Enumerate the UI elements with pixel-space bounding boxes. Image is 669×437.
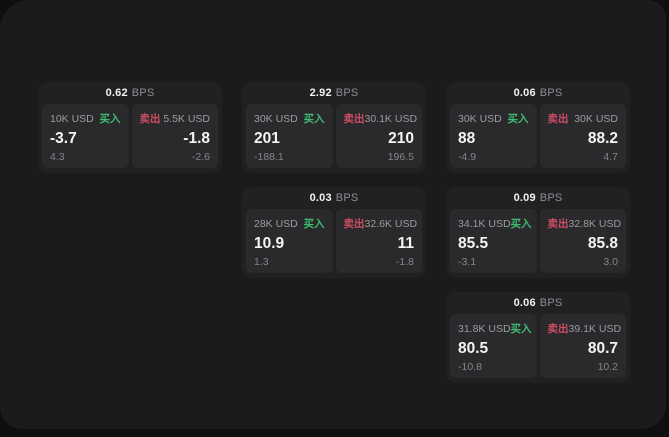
- buy-quote-panel[interactable]: 28K USD 买入 10.9 1.3: [246, 209, 333, 273]
- quote-panels: 28K USD 买入 10.9 1.3 卖出 32.6K USD 11 -1.8: [246, 209, 422, 273]
- buy-size-label: 30K USD: [458, 112, 502, 125]
- buy-size-label: 10K USD: [50, 112, 94, 125]
- buy-side-button[interactable]: 买入: [510, 323, 532, 335]
- bps-value: 2.92: [309, 87, 332, 99]
- buy-side-button[interactable]: 买入: [510, 218, 532, 230]
- cards-grid: 0.62 BPS 10K USD 买入 -3.7 4.3 卖出 5.5K USD…: [38, 82, 630, 383]
- buy-size-label: 34.1K USD: [458, 217, 511, 230]
- card-header: 0.03 BPS: [246, 187, 422, 209]
- card-header: 2.92 BPS: [246, 82, 422, 104]
- sell-size-label: 30.1K USD: [364, 112, 418, 125]
- sell-sub-value: 3.0: [603, 255, 618, 268]
- bps-unit-label: BPS: [539, 192, 563, 204]
- quote-board-window: 0.62 BPS 10K USD 买入 -3.7 4.3 卖出 5.5K USD…: [0, 0, 666, 429]
- bps-value: 0.62: [105, 87, 128, 99]
- sell-side-button[interactable]: 卖出: [343, 113, 365, 125]
- buy-price-value: -3.7: [50, 130, 77, 147]
- sell-side-button[interactable]: 卖出: [547, 218, 569, 230]
- buy-price-value: 10.9: [254, 235, 285, 252]
- sell-sub-value: 4.7: [603, 150, 618, 163]
- buy-sub-value: -10.8: [458, 360, 482, 373]
- quote-card: 0.06 BPS 30K USD 买入 88 -4.9 卖出 30K USD 8…: [446, 82, 630, 173]
- sell-side-button[interactable]: 卖出: [343, 218, 365, 230]
- bps-unit-label: BPS: [335, 87, 359, 99]
- quote-panels: 34.1K USD 买入 85.5 -3.1 卖出 32.8K USD 85.8…: [450, 209, 626, 273]
- buy-price-value: 201: [254, 130, 280, 147]
- sell-price-value: 11: [397, 235, 414, 252]
- sell-side-button[interactable]: 卖出: [547, 113, 569, 125]
- quote-card: 2.92 BPS 30K USD 买入 201 -188.1 卖出 30.1K …: [242, 82, 426, 173]
- bps-unit-label: BPS: [539, 297, 563, 309]
- quote-panels: 30K USD 买入 201 -188.1 卖出 30.1K USD 210 1…: [246, 104, 422, 168]
- buy-sub-value: -4.9: [458, 150, 477, 163]
- buy-side-button[interactable]: 买入: [99, 113, 121, 125]
- buy-quote-panel[interactable]: 31.8K USD 买入 80.5 -10.8: [450, 314, 537, 378]
- quote-card: 0.09 BPS 34.1K USD 买入 85.5 -3.1 卖出 32.8K…: [446, 187, 630, 278]
- buy-price-value: 80.5: [458, 340, 489, 357]
- sell-quote-panel[interactable]: 卖出 39.1K USD 80.7 10.2: [539, 314, 626, 378]
- bps-value: 0.06: [513, 87, 536, 99]
- bps-value: 0.09: [513, 192, 536, 204]
- buy-quote-panel[interactable]: 34.1K USD 买入 85.5 -3.1: [450, 209, 537, 273]
- sell-size-label: 5.5K USD: [163, 112, 210, 125]
- sell-quote-panel[interactable]: 卖出 32.6K USD 11 -1.8: [335, 209, 422, 273]
- quote-panels: 30K USD 买入 88 -4.9 卖出 30K USD 88.2 4.7: [450, 104, 626, 168]
- sell-sub-value: 10.2: [597, 360, 618, 373]
- sell-sub-value: -1.8: [395, 255, 414, 268]
- sell-quote-panel[interactable]: 卖出 30K USD 88.2 4.7: [539, 104, 626, 168]
- buy-size-label: 31.8K USD: [458, 322, 511, 335]
- bps-unit-label: BPS: [335, 192, 359, 204]
- buy-quote-panel[interactable]: 10K USD 买入 -3.7 4.3: [42, 104, 129, 168]
- sell-price-value: 85.8: [587, 235, 618, 252]
- sell-sub-value: 196.5: [387, 150, 414, 163]
- quote-card: 0.03 BPS 28K USD 买入 10.9 1.3 卖出 32.6K US…: [242, 187, 426, 278]
- sell-price-value: 80.7: [587, 340, 618, 357]
- sell-size-label: 32.8K USD: [568, 217, 622, 230]
- bps-unit-label: BPS: [539, 87, 563, 99]
- buy-side-button[interactable]: 买入: [507, 113, 529, 125]
- buy-price-value: 85.5: [458, 235, 489, 252]
- bps-unit-label: BPS: [131, 87, 155, 99]
- sell-side-button[interactable]: 卖出: [547, 323, 569, 335]
- card-header: 0.62 BPS: [42, 82, 218, 104]
- sell-size-label: 30K USD: [574, 112, 618, 125]
- buy-sub-value: 1.3: [254, 255, 269, 268]
- bps-value: 0.03: [309, 192, 332, 204]
- buy-price-value: 88: [458, 130, 476, 147]
- bps-value: 0.06: [513, 297, 536, 309]
- sell-price-value: 210: [388, 130, 414, 147]
- card-header: 0.09 BPS: [450, 187, 626, 209]
- sell-price-value: -1.8: [183, 130, 210, 147]
- quote-card: 0.06 BPS 31.8K USD 买入 80.5 -10.8 卖出 39.1…: [446, 292, 630, 383]
- sell-quote-panel[interactable]: 卖出 30.1K USD 210 196.5: [335, 104, 422, 168]
- buy-size-label: 30K USD: [254, 112, 298, 125]
- sell-size-label: 32.6K USD: [364, 217, 418, 230]
- quote-card: 0.62 BPS 10K USD 买入 -3.7 4.3 卖出 5.5K USD…: [38, 82, 222, 173]
- buy-side-button[interactable]: 买入: [303, 218, 325, 230]
- buy-sub-value: -188.1: [254, 150, 284, 163]
- quote-panels: 31.8K USD 买入 80.5 -10.8 卖出 39.1K USD 80.…: [450, 314, 626, 378]
- card-header: 0.06 BPS: [450, 82, 626, 104]
- buy-side-button[interactable]: 买入: [303, 113, 325, 125]
- buy-sub-value: -3.1: [458, 255, 477, 268]
- buy-size-label: 28K USD: [254, 217, 298, 230]
- sell-quote-panel[interactable]: 卖出 5.5K USD -1.8 -2.6: [131, 104, 218, 168]
- sell-sub-value: -2.6: [191, 150, 210, 163]
- buy-quote-panel[interactable]: 30K USD 买入 88 -4.9: [450, 104, 537, 168]
- sell-side-button[interactable]: 卖出: [139, 113, 161, 125]
- quote-panels: 10K USD 买入 -3.7 4.3 卖出 5.5K USD -1.8 -2.…: [42, 104, 218, 168]
- card-header: 0.06 BPS: [450, 292, 626, 314]
- sell-quote-panel[interactable]: 卖出 32.8K USD 85.8 3.0: [539, 209, 626, 273]
- buy-quote-panel[interactable]: 30K USD 买入 201 -188.1: [246, 104, 333, 168]
- buy-sub-value: 4.3: [50, 150, 65, 163]
- sell-size-label: 39.1K USD: [568, 322, 622, 335]
- sell-price-value: 88.2: [587, 130, 618, 147]
